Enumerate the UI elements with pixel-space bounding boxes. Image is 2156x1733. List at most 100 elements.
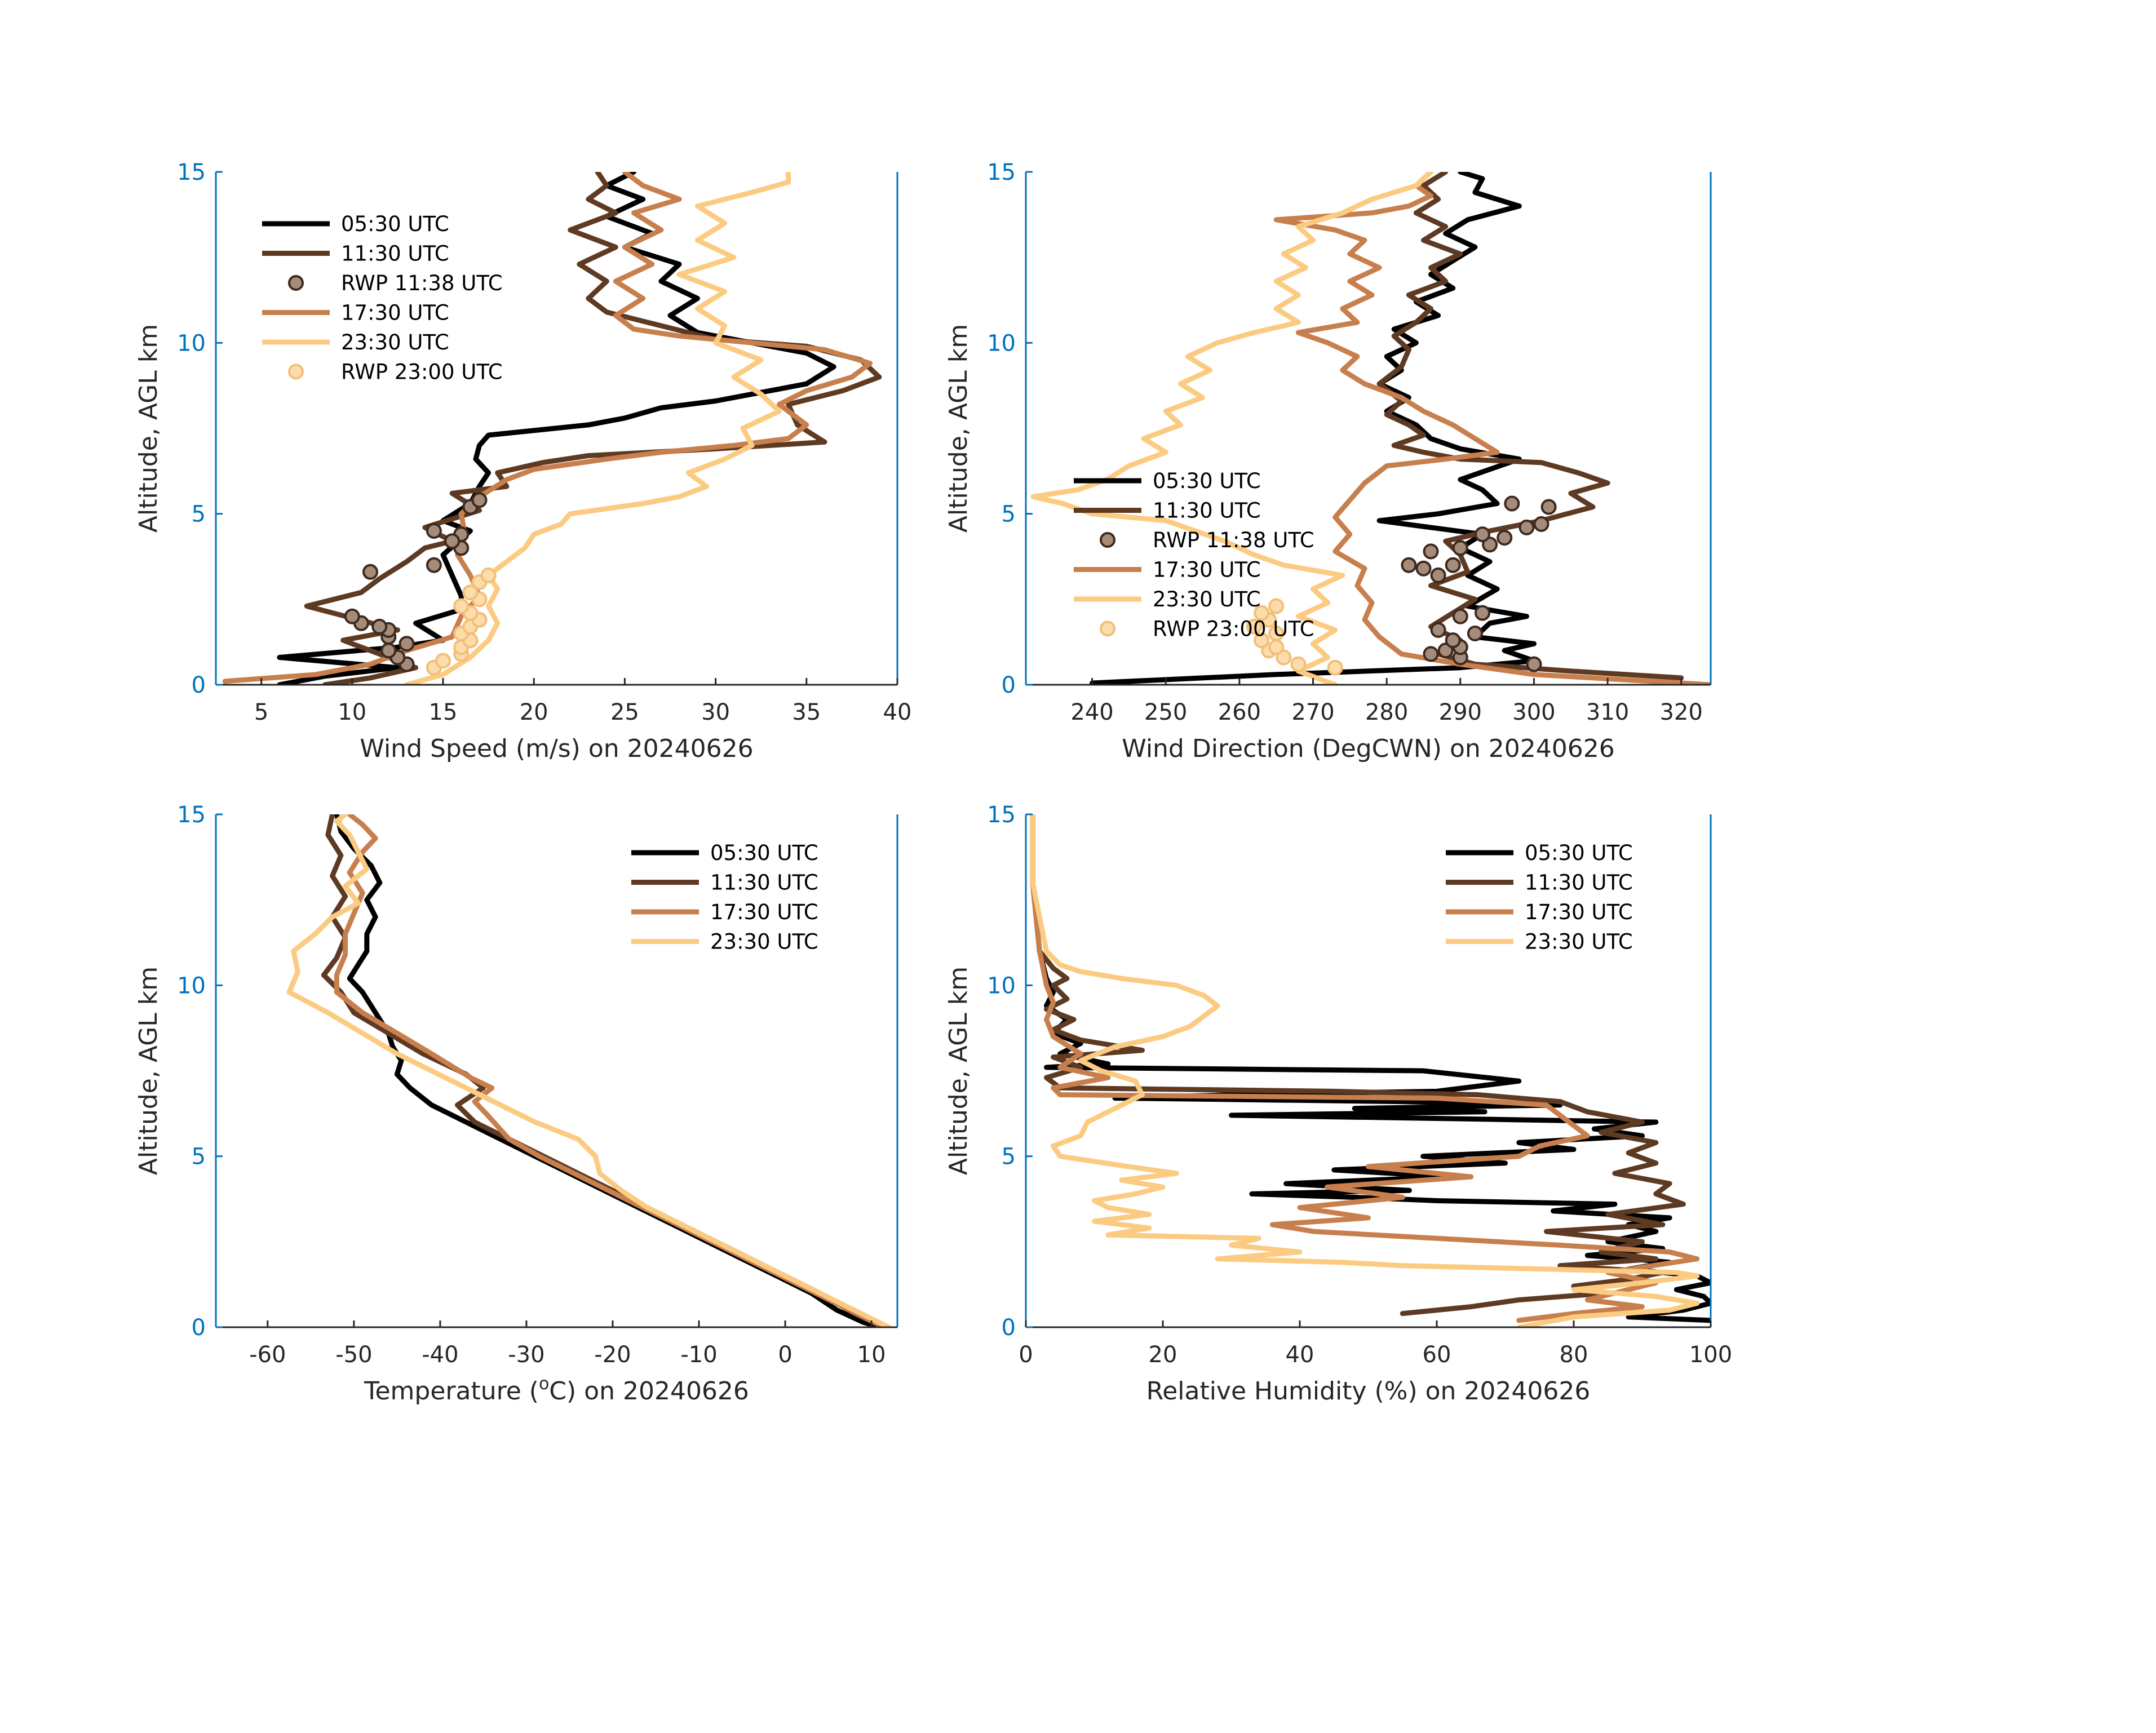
marker-rwp-23-00-utc bbox=[1254, 605, 1270, 621]
marker-rwp-11-38-utc bbox=[1445, 632, 1461, 649]
y-tick-label: 5 bbox=[192, 502, 206, 528]
x-axis-label: Wind Speed (m/s) on 20240626 bbox=[360, 734, 753, 763]
legend-label: 17:30 UTC bbox=[710, 900, 818, 924]
legend-label: 23:30 UTC bbox=[1153, 587, 1261, 611]
x-tick-label: 15 bbox=[429, 699, 458, 725]
legend-item: 23:30 UTC bbox=[1446, 930, 1633, 954]
marker-rwp-23-00-utc bbox=[1254, 632, 1270, 649]
marker-rwp-11-38-utc bbox=[1504, 495, 1520, 512]
legend-item: 23:30 UTC bbox=[1074, 587, 1261, 611]
x-tick-label: 0 bbox=[778, 1342, 792, 1368]
x-tick-label: 100 bbox=[1689, 1342, 1732, 1368]
legend-item: 17:30 UTC bbox=[1074, 558, 1261, 582]
legend-label: 11:30 UTC bbox=[1153, 499, 1261, 523]
legend-item: RWP 23:00 UTC bbox=[288, 360, 503, 384]
x-tick-label: 25 bbox=[610, 699, 639, 725]
legend-item: 11:30 UTC bbox=[262, 242, 449, 266]
legend-label: 05:30 UTC bbox=[710, 841, 818, 865]
marker-rwp-11-38-utc bbox=[1482, 537, 1498, 553]
legend-marker bbox=[288, 275, 304, 291]
y-axis-label: Altitude, AGL km bbox=[134, 967, 163, 1175]
marker-rwp-11-38-utc bbox=[426, 557, 442, 573]
marker-rwp-11-38-utc bbox=[1401, 557, 1417, 573]
x-tick-label: 0 bbox=[1019, 1342, 1033, 1368]
x-tick-label: 35 bbox=[792, 699, 821, 725]
series-line-23-30-utc bbox=[1030, 172, 1433, 685]
x-axis-label: Wind Direction (DegCWN) on 20240626 bbox=[1122, 734, 1614, 763]
marker-rwp-23-00-utc bbox=[1327, 659, 1343, 676]
x-tick-label: 300 bbox=[1512, 699, 1555, 725]
series-line-05-30-utc bbox=[277, 172, 836, 685]
legend: 05:30 UTC 11:30 UTC 17:30 UTC 23:30 UTC bbox=[1446, 841, 1633, 954]
legend-item: 23:30 UTC bbox=[262, 330, 449, 354]
y-tick-label: 5 bbox=[1002, 502, 1016, 528]
y-tick-label: 5 bbox=[192, 1144, 206, 1170]
x-axis-label: Temperature (oC) on 20240626 bbox=[364, 1374, 749, 1406]
legend-item: 05:30 UTC bbox=[262, 212, 449, 236]
legend-label: RWP 11:38 UTC bbox=[341, 271, 503, 295]
y-axis-label: Altitude, AGL km bbox=[944, 967, 973, 1175]
y-tick-label: 10 bbox=[177, 973, 206, 999]
legend-label: RWP 23:00 UTC bbox=[341, 360, 503, 384]
x-tick-label: 5 bbox=[254, 699, 268, 725]
marker-rwp-23-00-utc bbox=[435, 653, 451, 669]
legend-label: RWP 23:00 UTC bbox=[1153, 617, 1314, 641]
marker-rwp-11-38-utc bbox=[1475, 605, 1490, 621]
marker-rwp-23-00-utc bbox=[1268, 626, 1285, 641]
legend-label: 23:30 UTC bbox=[710, 930, 818, 954]
x-tick-label: 240 bbox=[1070, 699, 1113, 725]
legend: 05:30 UTC 11:30 UTC RWP 11:38 UTC 17:30 UTC… bbox=[262, 212, 503, 384]
x-tick-label: 320 bbox=[1660, 699, 1703, 725]
legend-label: 23:30 UTC bbox=[341, 330, 449, 354]
marker-rwp-11-38-utc bbox=[1467, 626, 1483, 641]
x-tick-label: 20 bbox=[1149, 1342, 1177, 1368]
chart-wind-direction: 0 5 10 15 240 250 260 270 280 290 300 310 320 Altitud… bbox=[944, 159, 1712, 763]
marker-rwp-11-38-utc bbox=[371, 618, 388, 635]
marker-rwp-11-38-utc bbox=[1445, 557, 1461, 573]
plot-area bbox=[286, 814, 892, 1327]
legend: 05:30 UTC 11:30 UTC RWP 11:38 UTC 17:30 UTC… bbox=[1074, 469, 1314, 641]
legend-item: 05:30 UTC bbox=[631, 841, 818, 865]
legend-label: 05:30 UTC bbox=[341, 212, 449, 236]
marker-rwp-11-38-utc bbox=[380, 642, 397, 659]
x-tick-label: 60 bbox=[1423, 1342, 1451, 1368]
legend-label: 17:30 UTC bbox=[341, 301, 449, 325]
y-tick-label: 15 bbox=[177, 802, 206, 828]
x-tick-label: 10 bbox=[338, 699, 366, 725]
marker-rwp-11-38-utc bbox=[1497, 530, 1513, 546]
y-tick-label: 10 bbox=[177, 330, 206, 356]
y-tick-label: 0 bbox=[1002, 672, 1016, 698]
legend-item: 17:30 UTC bbox=[631, 900, 818, 924]
legend-marker bbox=[1100, 620, 1115, 637]
legend-item: RWP 11:38 UTC bbox=[1100, 528, 1314, 552]
x-tick-label: 270 bbox=[1291, 699, 1334, 725]
x-tick-label: 290 bbox=[1439, 699, 1482, 725]
marker-rwp-11-38-utc bbox=[1519, 519, 1535, 535]
marker-rwp-11-38-utc bbox=[444, 533, 461, 549]
y-axis-label: Altitude, AGL km bbox=[944, 324, 973, 533]
legend-label: 17:30 UTC bbox=[1153, 558, 1261, 582]
legend-label: 11:30 UTC bbox=[1525, 871, 1633, 895]
y-tick-label: 15 bbox=[987, 159, 1016, 185]
x-tick-label: 40 bbox=[883, 699, 912, 725]
marker-rwp-23-00-utc bbox=[1268, 598, 1285, 614]
marker-rwp-11-38-utc bbox=[1423, 646, 1439, 662]
x-tick-label: 310 bbox=[1586, 699, 1629, 725]
x-tick-label: 80 bbox=[1560, 1342, 1588, 1368]
legend-label: RWP 11:38 UTC bbox=[1153, 528, 1314, 552]
x-tick-label: 30 bbox=[701, 699, 730, 725]
series-line-11-30-utc bbox=[1030, 814, 1686, 1317]
plot-area bbox=[1030, 814, 1711, 1327]
x-tick-label: -30 bbox=[508, 1342, 544, 1368]
marker-rwp-11-38-utc bbox=[1526, 656, 1542, 672]
legend-item: 23:30 UTC bbox=[631, 930, 818, 954]
legend-marker bbox=[1100, 532, 1115, 548]
x-tick-label: 20 bbox=[520, 699, 548, 725]
y-tick-label: 15 bbox=[177, 159, 206, 185]
x-tick-label: 260 bbox=[1218, 699, 1261, 725]
marker-rwp-11-38-utc bbox=[426, 523, 442, 539]
marker-rwp-23-00-utc bbox=[1268, 639, 1285, 655]
chart-wind-speed: 0 5 10 15 5 10 15 20 25 30 35 40 Altitude, AGL km Win… bbox=[134, 159, 911, 763]
x-tick-label: -20 bbox=[594, 1342, 631, 1368]
y-tick-label: 5 bbox=[1002, 1144, 1016, 1170]
